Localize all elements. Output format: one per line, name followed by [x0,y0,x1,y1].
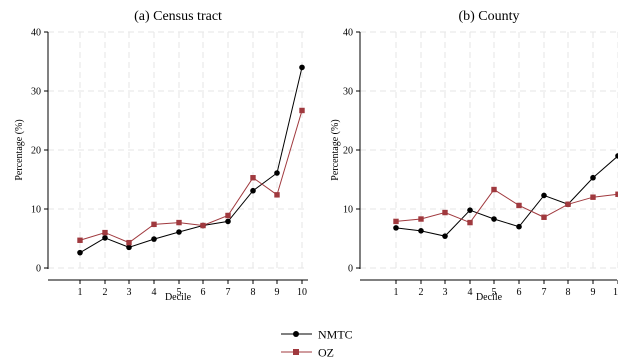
series-line-nmtc [79,67,303,254]
data-point-nmtc [274,170,280,176]
series-line-oz [79,110,303,244]
x-axis-label: Decile [476,292,503,303]
y-tick-label: 40 [31,28,41,39]
x-axis-label: Decile [165,292,192,303]
panel-census-tract: 0 10 20 30 40 1 2 3 4 5 6 7 8 9 10 (a) Census tract Deci… [14,9,308,303]
x-tick-label: 1 [394,287,399,298]
data-point-oz [126,239,132,246]
data-point-oz [151,221,157,228]
y-tick-label: 30 [31,87,41,98]
x-tick-label: 3 [443,287,448,298]
chart-title: (a) Census tract [134,9,222,24]
series-line-oz [395,188,618,224]
data-point-oz [541,214,547,220]
y-tick-label: 10 [343,205,353,216]
data-point-nmtc [541,192,547,199]
data-point-oz [299,107,305,114]
x-tick-label: 8 [566,287,571,298]
x-tick-label: 2 [419,287,424,298]
y-tick-label: 0 [348,264,353,275]
data-point-nmtc [590,174,596,181]
y-axis-label: Percentage (%) [14,119,25,180]
data-point-oz [176,219,182,226]
data-point-nmtc [250,187,256,194]
x-tick-label: 6 [201,287,206,298]
x-tick-label: 4 [468,287,473,298]
data-point-oz [77,237,83,243]
x-tick-label: 9 [591,287,596,298]
data-point-nmtc [299,64,305,71]
legend-label-nmtc: NMTC [318,328,353,342]
x-tick-label: 10 [613,287,618,298]
y-tick-label: 20 [31,146,41,157]
y-axis-label: Percentage (%) [330,119,341,180]
x-tick-label: 2 [103,287,108,298]
data-point-oz [590,194,596,200]
y-tick-label: 10 [31,205,41,216]
x-tick-label: 10 [297,287,307,298]
x-tick-label: 4 [152,287,157,298]
data-point-nmtc [77,249,83,256]
data-point-nmtc [176,229,182,235]
x-tick-label: 7 [542,287,547,298]
data-point-oz [615,191,618,197]
legend-marker-oz [293,349,299,355]
x-tick-label: 9 [275,287,280,298]
data-point-oz [467,219,473,226]
data-point-oz [491,186,497,193]
data-point-oz [200,222,206,229]
data-point-nmtc [615,153,618,159]
series-line-nmtc [395,155,618,237]
data-point-nmtc [393,225,399,231]
data-point-oz [418,216,424,222]
x-tick-label: 7 [226,287,231,298]
chart-title: (b) County [458,9,519,24]
data-point-nmtc [102,235,108,241]
legend-marker-nmtc [293,331,299,337]
data-point-oz [393,218,399,225]
x-tick-label: 3 [127,287,132,298]
data-point-oz [225,212,231,219]
data-point-nmtc [225,218,231,225]
data-point-nmtc [126,244,132,251]
legend: NMTC OZ [281,328,353,360]
x-tick-label: 8 [251,287,256,298]
panel-county: 0 10 20 30 40 1 2 3 4 5 6 7 8 9 10 (b) County Decile Perc… [330,9,618,303]
data-point-oz [102,229,108,236]
x-tick-label: 5 [492,287,497,298]
y-tick-label: 20 [343,146,353,157]
x-tick-label: 6 [517,287,522,298]
data-point-nmtc [467,207,473,213]
data-point-nmtc [491,216,497,222]
data-point-oz [516,202,522,209]
y-tick-label: 40 [343,28,353,39]
data-point-oz [274,192,280,198]
data-point-oz [250,175,256,181]
y-tick-label: 30 [343,87,353,98]
x-tick-label: 1 [78,287,83,298]
y-tick-label: 0 [36,264,41,275]
legend-label-oz: OZ [318,346,334,360]
x-tick-label: 5 [177,287,182,298]
data-point-nmtc [442,233,448,239]
data-point-nmtc [418,228,424,234]
data-point-nmtc [151,236,157,242]
data-point-oz [565,201,571,207]
data-point-nmtc [516,223,522,230]
data-point-oz [442,209,448,216]
